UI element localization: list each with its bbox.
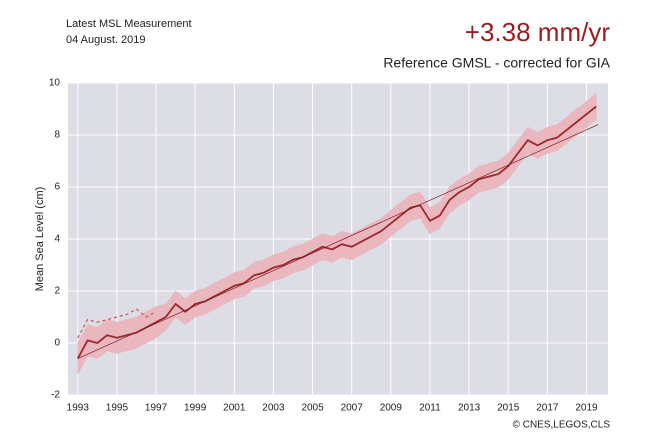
y-tick-label: 6 — [54, 182, 60, 193]
chart-title: +3.38 mm/yr — [465, 17, 611, 47]
credit: © CNES,LEGOS,CLS — [513, 420, 611, 431]
series-line — [77, 124, 599, 359]
y-tick-label: 8 — [54, 130, 60, 141]
x-tick-label: 2013 — [458, 403, 481, 414]
x-tick-label: 2007 — [341, 403, 364, 414]
chart-subtitle: Reference GMSL - corrected for GIA — [383, 55, 610, 71]
y-tick-label: 10 — [49, 78, 61, 89]
x-tick-label: 2019 — [575, 403, 598, 414]
y-tick-label: 0 — [54, 338, 60, 349]
y-tick-label: 4 — [54, 234, 60, 245]
x-tick-label: 2001 — [223, 403, 246, 414]
x-tick-label: 1999 — [184, 403, 207, 414]
x-tick-label: 2015 — [497, 403, 520, 414]
x-tick-label: 1993 — [67, 403, 90, 414]
x-tick-label: 1997 — [145, 403, 168, 414]
x-tick-label: 2017 — [536, 403, 559, 414]
annotation: Latest MSL Measurement — [66, 18, 192, 30]
y-tick-label: -2 — [51, 390, 60, 401]
x-tick-label: 1995 — [106, 403, 129, 414]
y-axis-label: Mean Sea Level (cm) — [34, 187, 46, 292]
x-tick-label: 2011 — [419, 403, 441, 414]
annotation: 04 August. 2019 — [66, 34, 146, 46]
series-line — [77, 308, 157, 339]
x-tick-label: 2003 — [262, 403, 285, 414]
x-tick-label: 2005 — [301, 403, 324, 414]
y-tick-label: 2 — [54, 286, 60, 297]
x-tick-label: 2009 — [380, 403, 403, 414]
